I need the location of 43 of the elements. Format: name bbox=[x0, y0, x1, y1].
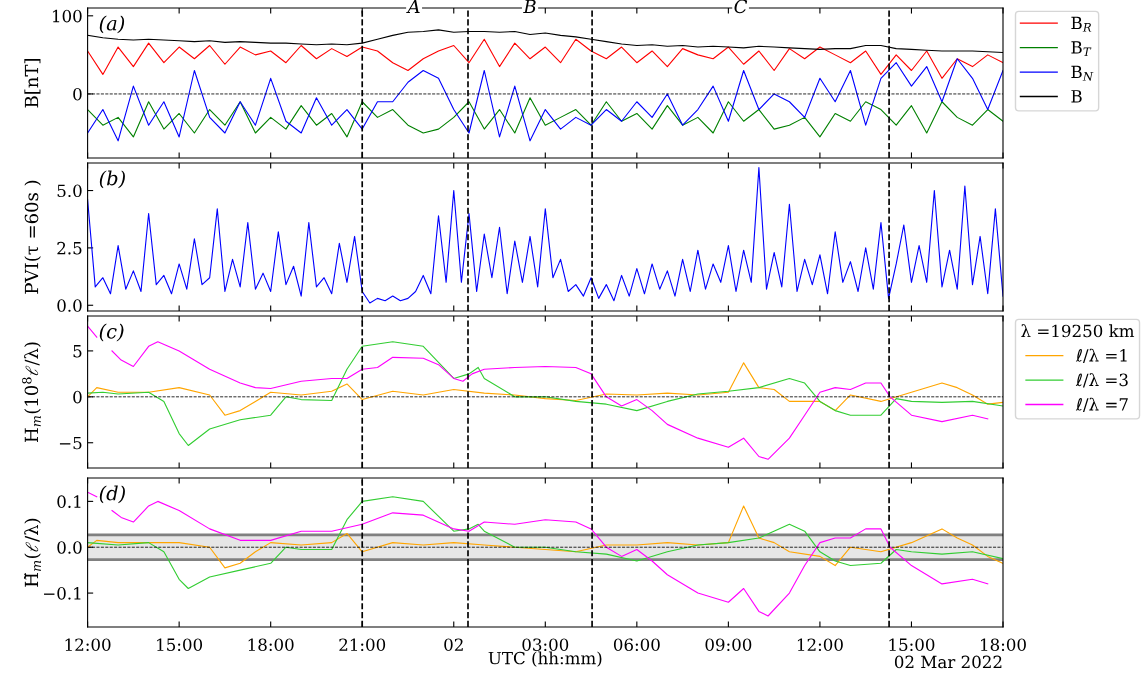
y-tick-label: 5.0 bbox=[57, 184, 82, 198]
legend-label: B bbox=[1071, 90, 1082, 103]
annotation: A bbox=[406, 0, 420, 13]
text: 02 Mar 2022 bbox=[894, 655, 1002, 669]
annotation: B bbox=[523, 0, 536, 13]
y-tick-label: −0.1 bbox=[44, 587, 81, 600]
y-tick-label: −5 bbox=[59, 436, 82, 450]
y-tick-label: 0.1 bbox=[57, 495, 81, 508]
x-tick-label: 18:00 bbox=[981, 638, 1026, 652]
annotation: C bbox=[734, 0, 748, 14]
y-tick-label: 2.5 bbox=[57, 241, 82, 255]
legend-title: λ =19250 km bbox=[1021, 324, 1135, 338]
y-axis-title: H$_{m}$(10$^{8}$ℓ/λ) bbox=[22, 342, 41, 443]
y-tick-label: 0.0 bbox=[57, 541, 82, 554]
y-tick-label: 0 bbox=[73, 390, 82, 404]
y-axis-title: PVI(τ =60s ) bbox=[24, 180, 41, 294]
y-tick-label: 0.0 bbox=[57, 299, 82, 312]
x-tick-label: 18:00 bbox=[248, 638, 294, 652]
x-tick-label: 09:00 bbox=[705, 638, 752, 652]
y-axis-title: H̃$_{m}$(ℓ/λ) bbox=[23, 518, 41, 587]
x-tick-label: 02 bbox=[444, 638, 463, 652]
annotation: (b) bbox=[99, 170, 125, 189]
x-tick-label: 15:00 bbox=[157, 638, 203, 652]
x-axis-title: UTC (hh:mm) bbox=[488, 651, 602, 667]
y-axis-title: B[nT] bbox=[24, 59, 41, 108]
x-tick-label: 12:00 bbox=[65, 638, 111, 652]
legend-label: B$_{N}$ bbox=[1071, 65, 1094, 81]
legend-label: B$_{R}$ bbox=[1071, 16, 1092, 32]
x-tick-label: 06:00 bbox=[613, 638, 660, 652]
x-tick-label: 15:00 bbox=[889, 638, 935, 652]
annotation: (a) bbox=[99, 15, 125, 34]
annotation: (d) bbox=[99, 485, 125, 504]
x-tick-label: 21:00 bbox=[339, 638, 386, 652]
legend-label: ℓ/λ =1 bbox=[1075, 348, 1127, 364]
y-tick-label: 5 bbox=[73, 345, 82, 358]
legend-label: ℓ/λ =7 bbox=[1075, 397, 1128, 412]
y-tick-label: 100 bbox=[52, 9, 82, 23]
legend-label: ℓ/λ =3 bbox=[1075, 373, 1128, 388]
y-tick-label: 0 bbox=[73, 87, 82, 101]
legend-label: B$_{T}$ bbox=[1071, 41, 1092, 57]
annotation: (c) bbox=[99, 323, 124, 342]
x-tick-label: 03:00 bbox=[522, 638, 569, 652]
x-tick-label: 12:00 bbox=[797, 638, 843, 652]
